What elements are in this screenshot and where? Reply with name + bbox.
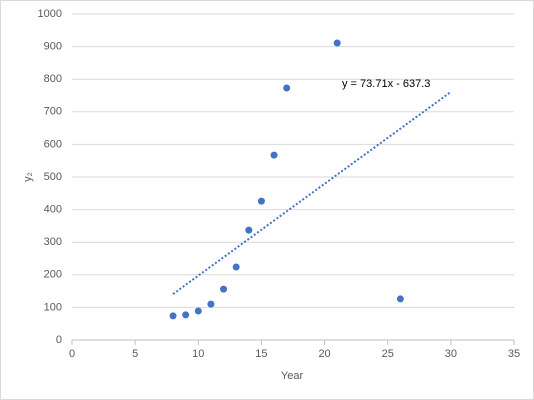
point (283, 84, 291, 92)
point (333, 39, 341, 47)
y-tick-label: 1000 (38, 8, 62, 20)
y-tick-label: 300 (44, 236, 62, 248)
y-axis-label: y₂ (22, 172, 34, 182)
y-tick-label: 0 (56, 334, 62, 346)
y-tick-label: 600 (44, 138, 62, 150)
point (220, 285, 228, 293)
point (396, 295, 404, 303)
y-tick-label: 800 (44, 73, 62, 85)
point (245, 226, 253, 234)
y-tick-label: 400 (44, 204, 62, 216)
x-tick-label: 20 (318, 348, 330, 360)
x-tick-label: 0 (69, 348, 75, 360)
trendline-label: y = 73.71x - 637.3 (342, 78, 430, 90)
y-tick-label: 700 (44, 106, 62, 118)
point (270, 151, 278, 159)
point (194, 307, 202, 315)
x-tick-label: 5 (132, 348, 138, 360)
y-tick-label: 100 (44, 301, 62, 313)
x-axis-label: Year (281, 370, 304, 382)
y-tick-label: 500 (44, 171, 62, 183)
trendline (172, 91, 452, 295)
x-tick-label: 25 (382, 348, 394, 360)
x-tick-label: 15 (255, 348, 267, 360)
point (182, 311, 190, 319)
y-tick-label: 900 (44, 41, 62, 53)
point (232, 263, 240, 271)
x-tick-label: 10 (192, 348, 204, 360)
x-tick-label: 30 (445, 348, 457, 360)
x-tick-label: 35 (508, 348, 520, 360)
point (169, 312, 177, 320)
point (257, 197, 265, 205)
point (207, 300, 215, 308)
y-tick-label: 200 (44, 269, 62, 281)
